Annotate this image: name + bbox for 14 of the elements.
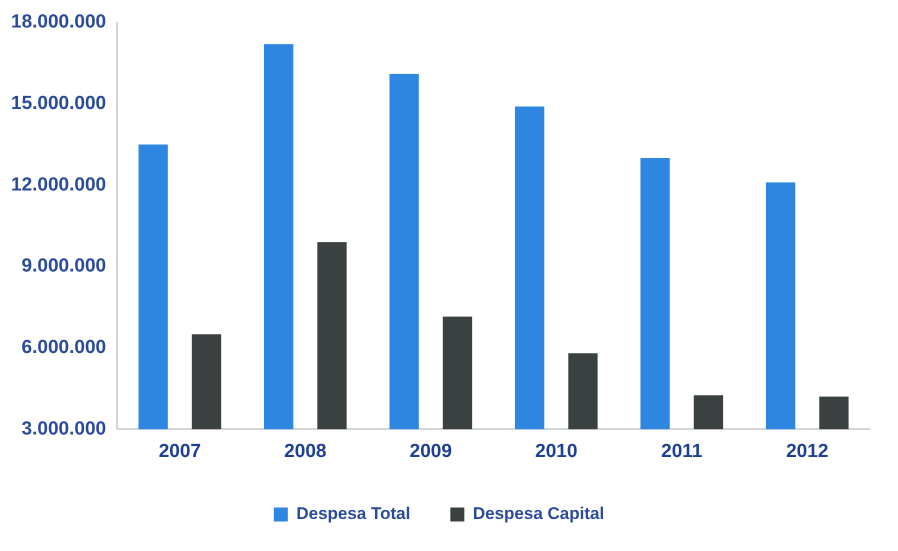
x-tick-label: 2008	[284, 440, 326, 462]
legend-label: Despesa Total	[296, 504, 410, 524]
y-tick-label: 6.000.000	[22, 337, 106, 358]
y-tick-label: 15.000.000	[11, 92, 106, 114]
y-tick-label: 3.000.000	[22, 418, 106, 440]
x-tick-label: 2007	[158, 440, 201, 462]
x-tick-label: 2010	[535, 440, 578, 462]
y-tick-label: 9.000.000	[22, 256, 106, 277]
x-tick-label: 2012	[786, 440, 828, 462]
y-tick-label: 12.000.000	[11, 174, 106, 196]
x-tick-label: 2009	[410, 440, 452, 462]
legend-label: Despesa Capital	[472, 504, 604, 524]
x-tick-label: 2011	[661, 440, 703, 462]
y-tick-label: 18.000.000	[11, 12, 106, 33]
